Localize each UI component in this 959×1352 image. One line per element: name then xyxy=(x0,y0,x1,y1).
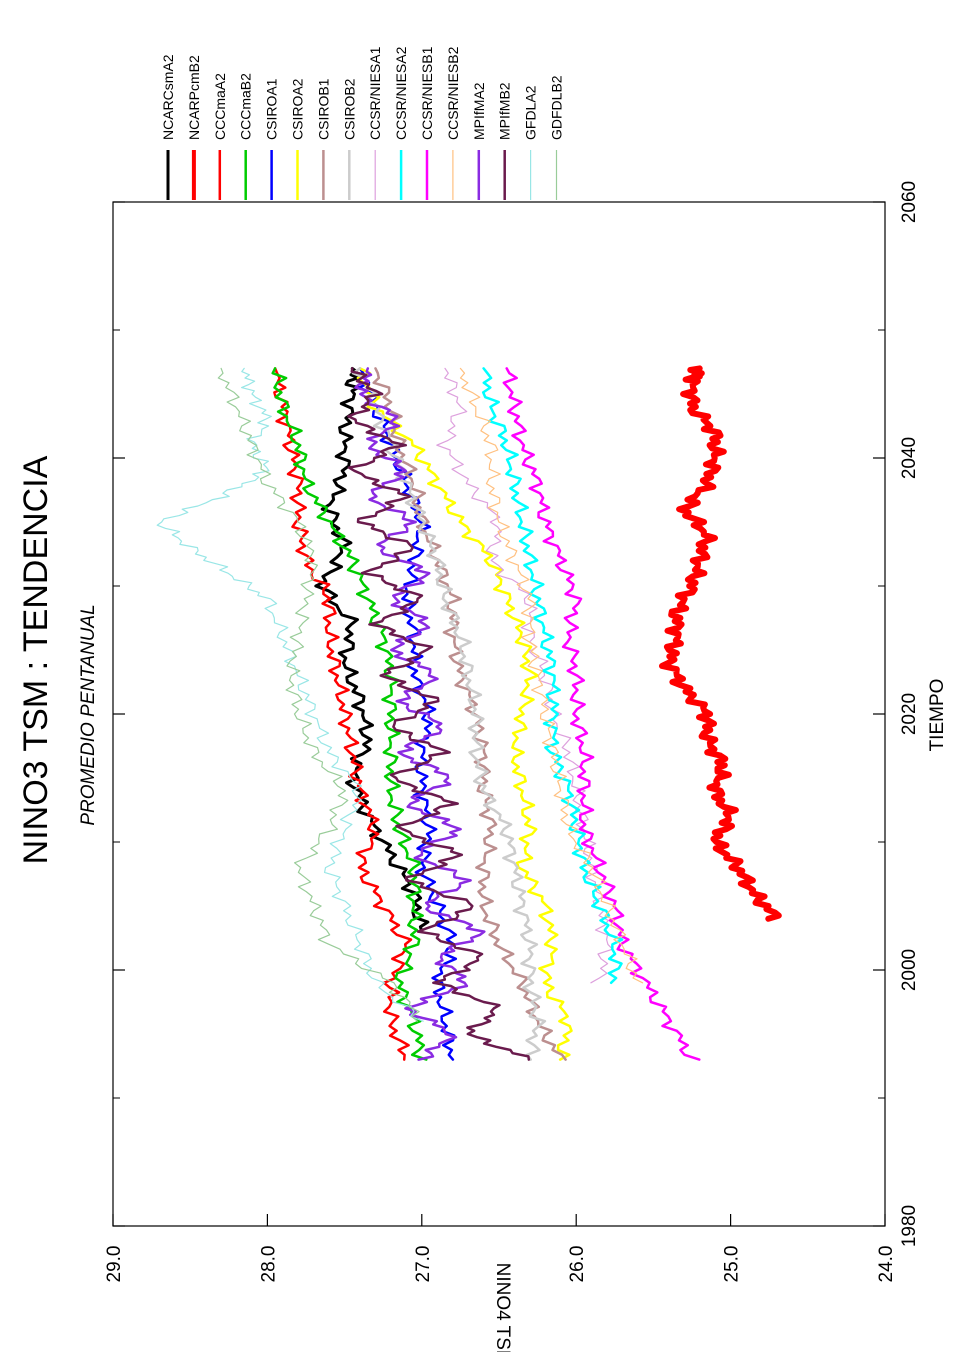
x-tick-label-2020: 2020 xyxy=(899,693,920,735)
y-tick-label-26.0: 26.0 xyxy=(567,1246,588,1283)
legend-label-8: CSIROB2 xyxy=(341,78,357,140)
y-tick-label-29.0: 29.0 xyxy=(104,1246,125,1283)
legend-label-4: CCCmaB2 xyxy=(238,73,254,140)
legend-label-13: MPIfMA2 xyxy=(471,82,487,140)
x-tick-label-2000: 2000 xyxy=(899,949,920,991)
legend-label-5: CSIROA1 xyxy=(264,78,280,140)
x-tick-label-1980: 1980 xyxy=(899,1205,920,1247)
x-axis-label: TIEMPO xyxy=(927,679,948,752)
chart-title: NINO3 TSM : TENDENCIA xyxy=(17,455,55,864)
series-line-11 xyxy=(502,367,701,1061)
legend-label-6: CSIROA2 xyxy=(290,78,306,140)
x-tick-label-2060: 2060 xyxy=(899,181,920,223)
series-line-1 xyxy=(314,366,430,934)
legend-label-10: CCSR/NIESA2 xyxy=(393,46,409,140)
y-tick-label-28.0: 28.0 xyxy=(258,1246,279,1283)
legend-label-16: GDFDLB2 xyxy=(549,75,565,140)
series-line-6 xyxy=(356,367,573,1061)
series-line-8 xyxy=(351,367,547,1061)
y-axis-label: NINO4 TSM (C) xyxy=(492,1263,513,1352)
axes: 1980 2000 2020 2040 2060 24.0 25.0 26.0 27.0 28.0… xyxy=(104,181,920,1283)
legend-label-3: CCCmaA2 xyxy=(212,73,228,140)
x-tick-label-2040: 2040 xyxy=(899,437,920,479)
plot-lines xyxy=(156,365,782,1061)
legend-label-14: MPIfMB2 xyxy=(497,82,513,140)
legend-label-12: CCSR/NIESB2 xyxy=(445,46,461,140)
series-line-14 xyxy=(347,367,531,1061)
series-line-12 xyxy=(459,367,644,984)
legend-label-9: CCSR/NIESA1 xyxy=(367,46,383,140)
legend: NCARCsmA2 NCARPcmB2 CCCmaA2 CCCmaB2 CSIROA1 C… xyxy=(160,46,565,200)
chart-subtitle: PROMEDIO PENTANUAL xyxy=(78,604,99,825)
y-tick-label-27.0: 27.0 xyxy=(413,1246,434,1283)
legend-label-1: NCARCsmA2 xyxy=(160,54,176,140)
series-line-9 xyxy=(436,367,614,984)
series-line-4 xyxy=(271,367,428,1061)
series-line-2 xyxy=(659,365,782,922)
legend-label-15: GFDLA2 xyxy=(523,85,539,140)
series-line-3 xyxy=(273,367,413,1061)
y-tick-label-25.0: 25.0 xyxy=(722,1246,743,1283)
y-tick-label-24.0: 24.0 xyxy=(876,1246,897,1283)
series-line-16 xyxy=(217,367,420,1022)
legend-label-7: CSIROB1 xyxy=(315,78,331,140)
legend-label-11: CCSR/NIESB1 xyxy=(419,46,435,140)
series-line-15 xyxy=(156,367,424,1022)
series-line-10 xyxy=(481,367,624,985)
legend-label-2: NCARPcmB2 xyxy=(186,55,202,140)
